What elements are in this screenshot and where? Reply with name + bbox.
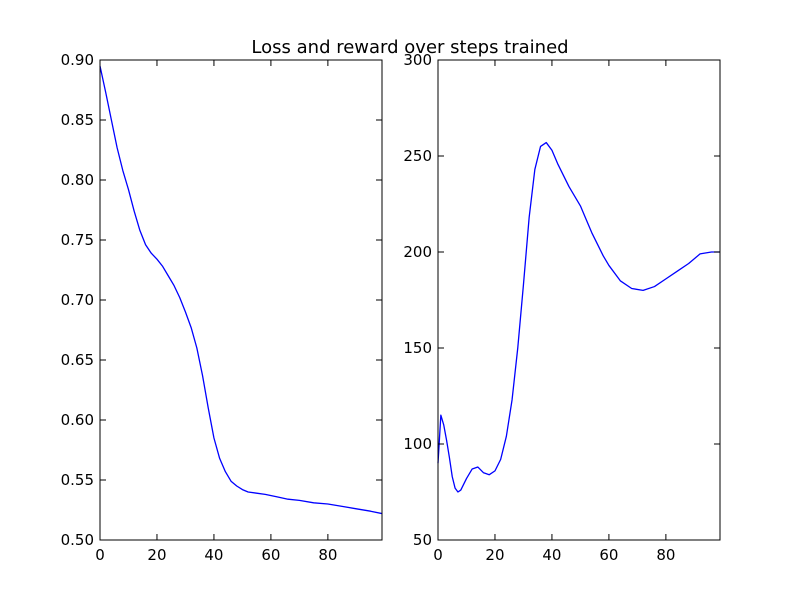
loss-x-tick-label: 80 (318, 546, 337, 564)
loss-y-tick-label: 0.60 (61, 411, 94, 429)
loss-y-tick-label: 0.85 (61, 111, 94, 129)
loss-y-tick-label: 0.90 (61, 51, 94, 69)
reward-series-line (437, 141, 720, 493)
loss-x-tick-label: 40 (204, 546, 223, 564)
reward-x-tick-label: 0 (433, 546, 443, 564)
reward-y-tick-label: 100 (403, 435, 432, 453)
reward-x-tick-label: 80 (656, 546, 675, 564)
reward-x-tick-label: 60 (599, 546, 618, 564)
loss-series-line (99, 65, 383, 515)
loss-x-tick-label: 20 (147, 546, 166, 564)
reward-x-tick-label: 40 (542, 546, 561, 564)
loss-y-tick-label: 0.55 (61, 471, 94, 489)
loss-y-tick-label: 0.50 (61, 531, 94, 549)
reward-y-tick-label: 300 (403, 51, 432, 69)
loss-x-tick-label: 0 (95, 546, 105, 564)
chart-title: Loss and reward over steps trained (251, 37, 568, 58)
loss-axes-frame (99, 59, 383, 541)
loss-y-tick-label: 0.65 (61, 351, 94, 369)
loss-x-tick-label: 60 (261, 546, 280, 564)
loss-y-tick-label: 0.75 (61, 231, 94, 249)
reward-y-tick-label: 200 (403, 243, 432, 261)
reward-y-tick-label: 50 (413, 531, 432, 549)
reward-y-tick-label: 150 (403, 339, 432, 357)
reward-y-tick-label: 250 (403, 147, 432, 165)
reward-axes-frame (437, 59, 721, 541)
loss-y-tick-label: 0.70 (61, 291, 94, 309)
loss-y-tick-label: 0.80 (61, 171, 94, 189)
reward-x-tick-label: 20 (485, 546, 504, 564)
